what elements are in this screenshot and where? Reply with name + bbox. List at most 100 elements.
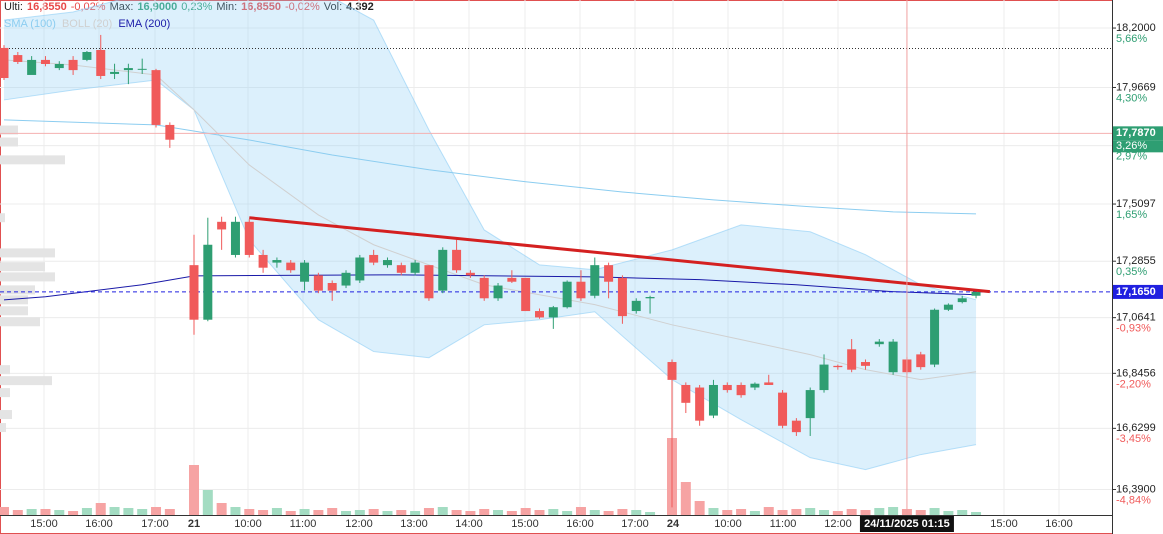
volume-bar: [493, 510, 504, 515]
candle-body: [369, 254, 379, 263]
candle-body: [96, 49, 106, 76]
volume-profile-bar: [0, 376, 52, 386]
candle-body: [479, 277, 489, 299]
bollinger-upper: [3, 0, 977, 301]
price-marker-label: 17,7870: [1116, 127, 1156, 139]
candle-body: [424, 265, 434, 299]
volume-bar: [216, 503, 227, 515]
trendline: [249, 216, 991, 294]
candle-body: [123, 68, 133, 71]
volume-profile-bar: [0, 423, 6, 433]
candle-body: [452, 249, 462, 271]
x-tick-label: 15:00: [30, 518, 58, 530]
candle-body: [13, 55, 23, 62]
volume-bar: [832, 511, 843, 515]
volume-bar: [81, 508, 92, 515]
x-tick-label: 12:00: [345, 518, 373, 530]
candle-body: [507, 277, 517, 282]
volume-profile-bar: [0, 262, 45, 272]
candle-body: [617, 277, 627, 317]
candle-body: [667, 362, 677, 380]
volume-profile-bar: [0, 213, 5, 223]
bollinger-lower: [3, 79, 977, 471]
volume-bar: [534, 510, 545, 515]
candle-body: [695, 387, 705, 421]
stat-text: Min:: [216, 1, 237, 13]
y-tick-label: 17,9669: [1116, 81, 1156, 93]
volume-bar: [694, 501, 705, 515]
candle-body: [382, 260, 392, 266]
candle-body: [805, 390, 815, 419]
candle-body: [40, 59, 50, 64]
candle-body: [819, 364, 829, 391]
y-tick-label: 17,5097: [1116, 198, 1156, 210]
candle-body: [465, 272, 475, 276]
candle-body: [355, 257, 365, 281]
axis-bg: [1112, 0, 1163, 534]
volume-bar: [244, 509, 255, 515]
y-tick-pct: 5,66%: [1116, 33, 1147, 45]
bollinger-band: [4, 0, 977, 470]
y-tick-pct: 2,97%: [1116, 151, 1147, 163]
candle-body: [327, 282, 337, 291]
y-tick-label: 16,3900: [1116, 483, 1156, 495]
candle-body: [548, 307, 558, 318]
legend-entry: EMA (200): [118, 18, 170, 30]
candle-body: [313, 275, 323, 291]
candle-body: [258, 254, 268, 268]
stat-text: 0,23%: [181, 1, 212, 13]
volume-bar: [971, 512, 982, 515]
volume-bar: [680, 482, 691, 515]
volume-bar: [943, 511, 954, 515]
volume-bar: [437, 507, 448, 515]
volume-bar: [285, 511, 296, 515]
candle-body: [943, 304, 953, 310]
candle-body: [300, 262, 310, 282]
volume-bar: [957, 510, 968, 515]
stat-text: -0,02%: [285, 1, 320, 13]
volume-bar: [230, 507, 241, 515]
volume-profile-bar: [0, 317, 40, 327]
volume-bar: [327, 508, 338, 515]
volume-bar: [137, 509, 148, 515]
candle-body: [341, 272, 351, 286]
x-tick-label: 12:00: [824, 518, 852, 530]
volume-bar: [805, 508, 816, 515]
volume-bar: [915, 510, 926, 515]
candle-body: [535, 311, 544, 318]
volume-bar: [26, 509, 37, 515]
y-tick-label: 16,8456: [1116, 367, 1156, 379]
volume-bar: [791, 509, 802, 515]
candle-body: [493, 285, 503, 299]
volume-bar: [603, 511, 614, 515]
volume-bar: [708, 508, 719, 515]
y-tick-label: 18,2000: [1116, 22, 1156, 34]
candle-body: [930, 309, 940, 365]
x-tick-label: 10:00: [234, 518, 262, 530]
volume-bar: [575, 507, 586, 515]
volume-bar: [40, 509, 51, 515]
volume-bar: [202, 490, 213, 515]
volume-bar: [396, 510, 407, 515]
candle-body: [230, 221, 240, 255]
ema-line: [3, 274, 977, 301]
candle-body: [82, 52, 92, 60]
x-tick-label: 17:00: [141, 518, 169, 530]
candle-body: [110, 71, 120, 74]
volume-bar: [617, 509, 628, 515]
volume-bar: [874, 508, 885, 515]
candle-body: [874, 341, 884, 345]
candle-body: [791, 420, 801, 433]
crosshair-label-bg: [859, 516, 954, 532]
candle-body: [438, 249, 448, 291]
y-tick-label: 16,6299: [1116, 422, 1156, 434]
y-tick-pct: 4,30%: [1116, 92, 1147, 104]
crosshair-label: 24/11/2025 01:15: [864, 518, 950, 530]
candle-body: [722, 384, 732, 391]
volume-bar: [54, 510, 65, 515]
candle-body: [971, 291, 981, 296]
price-marker-label: 17,1650: [1116, 286, 1156, 298]
volume-bar: [95, 503, 106, 515]
candle-body: [736, 384, 746, 396]
candle-body: [576, 281, 586, 299]
